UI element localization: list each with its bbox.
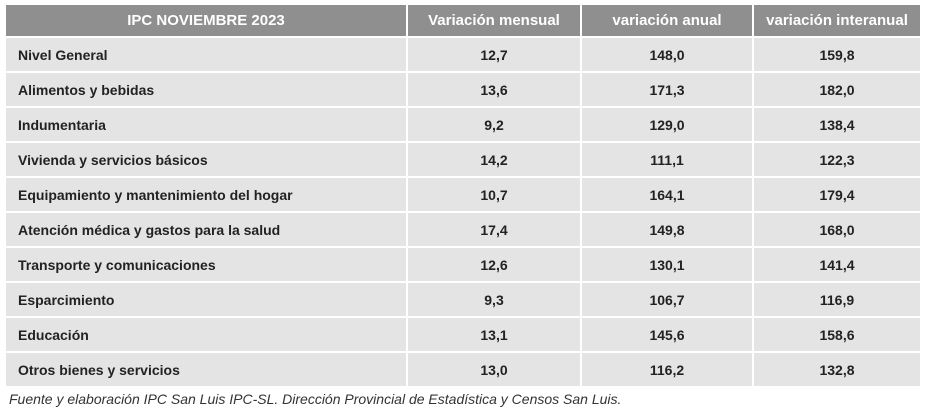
table-row: Atención médica y gastos para la salud 17… (6, 213, 920, 246)
table-row: Equipamiento y mantenimiento del hogar 10… (6, 178, 920, 211)
data-table: IPC NOVIEMBRE 2023 Variación mensual varia… (4, 3, 922, 388)
value-cell: 171,3 (582, 73, 752, 106)
row-label: Nivel General (6, 38, 406, 71)
value-cell: 145,6 (582, 318, 752, 351)
table-row: Esparcimiento 9,3 106,7 116,9 (6, 283, 920, 316)
header-row: IPC NOVIEMBRE 2023 Variación mensual varia… (6, 5, 920, 36)
value-cell: 159,8 (754, 38, 920, 71)
row-label: Educación (6, 318, 406, 351)
value-cell: 106,7 (582, 283, 752, 316)
value-cell: 13,1 (408, 318, 580, 351)
header-cell: variación anual (582, 5, 752, 36)
header-cell: variación interanual (754, 5, 920, 36)
value-cell: 138,4 (754, 108, 920, 141)
table-row: Indumentaria 9,2 129,0 138,4 (6, 108, 920, 141)
row-label: Transporte y comunicaciones (6, 248, 406, 281)
row-label: Alimentos y bebidas (6, 73, 406, 106)
value-cell: 17,4 (408, 213, 580, 246)
value-cell: 149,8 (582, 213, 752, 246)
value-cell: 111,1 (582, 143, 752, 176)
value-cell: 13,6 (408, 73, 580, 106)
value-cell: 168,0 (754, 213, 920, 246)
value-cell: 132,8 (754, 353, 920, 386)
table-row: Educación 13,1 145,6 158,6 (6, 318, 920, 351)
value-cell: 9,3 (408, 283, 580, 316)
row-label: Esparcimiento (6, 283, 406, 316)
source-note: Fuente y elaboración IPC San Luis IPC-SL… (9, 391, 622, 407)
value-cell: 158,6 (754, 318, 920, 351)
row-label: Vivienda y servicios básicos (6, 143, 406, 176)
value-cell: 182,0 (754, 73, 920, 106)
value-cell: 164,1 (582, 178, 752, 211)
value-cell: 14,2 (408, 143, 580, 176)
table-row: Nivel General 12,7 148,0 159,8 (6, 38, 920, 71)
value-cell: 129,0 (582, 108, 752, 141)
value-cell: 141,4 (754, 248, 920, 281)
value-cell: 9,2 (408, 108, 580, 141)
table-row: Transporte y comunicaciones 12,6 130,1 141,… (6, 248, 920, 281)
value-cell: 116,9 (754, 283, 920, 316)
table-body: Nivel General 12,7 148,0 159,8 Alimentos y b… (6, 38, 920, 386)
value-cell: 13,0 (408, 353, 580, 386)
value-cell: 12,6 (408, 248, 580, 281)
row-label: Atención médica y gastos para la salud (6, 213, 406, 246)
row-label: Indumentaria (6, 108, 406, 141)
row-label: Otros bienes y servicios (6, 353, 406, 386)
value-cell: 116,2 (582, 353, 752, 386)
row-label: Equipamiento y mantenimiento del hogar (6, 178, 406, 211)
value-cell: 10,7 (408, 178, 580, 211)
value-cell: 130,1 (582, 248, 752, 281)
table-row: Otros bienes y servicios 13,0 116,2 132,8 (6, 353, 920, 386)
value-cell: 122,3 (754, 143, 920, 176)
value-cell: 12,7 (408, 38, 580, 71)
header-cell: Variación mensual (408, 5, 580, 36)
value-cell: 148,0 (582, 38, 752, 71)
value-cell: 179,4 (754, 178, 920, 211)
header-cell: IPC NOVIEMBRE 2023 (6, 5, 406, 36)
table-row: Vivienda y servicios básicos 14,2 111,1 122… (6, 143, 920, 176)
table-row: Alimentos y bebidas 13,6 171,3 182,0 (6, 73, 920, 106)
